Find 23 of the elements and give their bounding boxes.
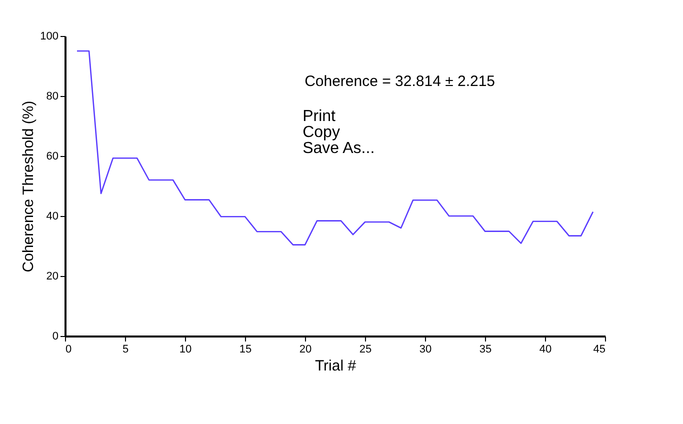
annotation: Coherence = 32.814 ± 2.215 [304,73,496,90]
x-tick-label: 15 [239,344,252,356]
x-tick-label: 25 [359,344,372,356]
y-tick-label: 20 [46,270,58,282]
y-axis-title: Coherence Threshold (%) [20,100,38,272]
y-tick-label: 100 [40,30,58,42]
annotation: Print [302,108,336,125]
annotation: Copy [302,124,340,141]
annotation: Save As... [302,140,375,157]
y-tick-label: 80 [46,90,58,102]
y-tick-label: 0 [52,330,58,342]
x-tick-label: 40 [539,344,552,356]
x-tick-label: 0 [66,344,72,356]
y-tick-label: 60 [46,150,58,162]
x-tick-label: 20 [299,344,312,356]
x-tick-label: 45 [593,344,606,356]
x-tick-label: 5 [122,344,129,356]
x-tick-label: 30 [419,344,432,356]
y-tick-label: 40 [46,210,58,222]
x-axis-title: Trial # [314,358,357,374]
x-tick-label: 35 [479,344,492,356]
line-series [76,50,594,246]
x-tick-label: 10 [179,344,192,356]
